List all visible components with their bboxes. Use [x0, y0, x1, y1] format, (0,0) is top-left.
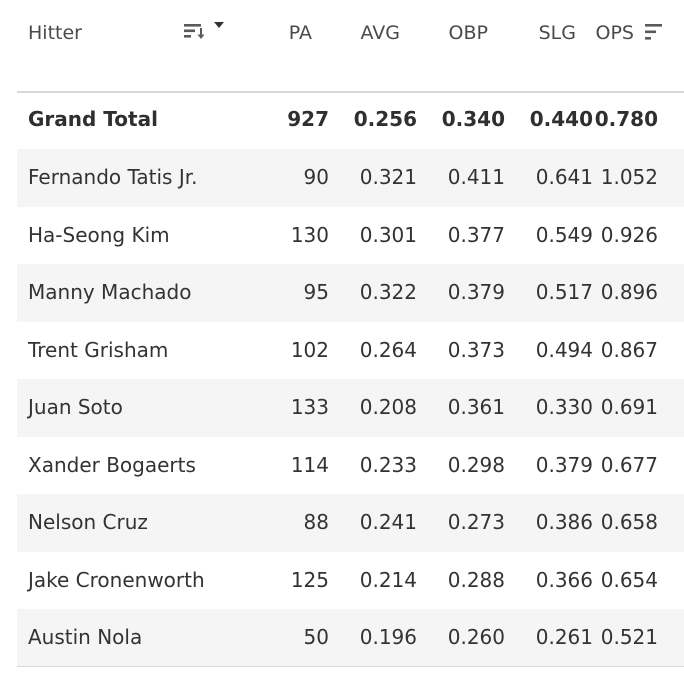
- sort-descending-icon[interactable]: [644, 22, 664, 44]
- avg-value: 0.264: [359, 337, 417, 362]
- ops-value: 0.677: [600, 452, 658, 477]
- pa-value: 90: [303, 165, 329, 189]
- hitter-name: Xander Bogaerts: [28, 452, 196, 477]
- obp-value: 0.379: [447, 280, 505, 304]
- slg-value: 0.641: [535, 165, 593, 189]
- table-row[interactable]: Austin Nola 50 0.196 0.260 0.261 0.521: [17, 609, 684, 667]
- table-row[interactable]: Xander Bogaerts 114 0.233 0.298 0.379 0.…: [17, 437, 684, 495]
- obp-value: 0.373: [447, 337, 505, 362]
- table-row[interactable]: Ha-Seong Kim 130 0.301 0.377 0.549 0.926: [17, 207, 684, 265]
- obp-value: 0.260: [447, 625, 505, 649]
- total-ops: 0.780: [594, 107, 658, 131]
- obp-value: 0.361: [447, 395, 505, 419]
- avg-value: 0.233: [359, 452, 417, 477]
- avg-value: 0.322: [359, 280, 417, 304]
- table-row[interactable]: Manny Machado 95 0.322 0.379 0.517 0.896: [17, 264, 684, 322]
- ops-value: 0.691: [600, 395, 658, 419]
- avg-value: 0.301: [359, 222, 417, 247]
- pa-value: 102: [290, 337, 329, 362]
- total-label: Grand Total: [28, 107, 158, 131]
- hitter-name: Austin Nola: [28, 625, 143, 649]
- header-slg[interactable]: SLG: [538, 22, 576, 44]
- pa-value: 88: [303, 510, 329, 534]
- table-row[interactable]: Fernando Tatis Jr. 90 0.321 0.411 0.641 …: [17, 149, 684, 207]
- ops-value: 0.654: [600, 567, 658, 592]
- slg-value: 0.386: [535, 510, 593, 534]
- ops-value: 0.658: [600, 510, 658, 534]
- slg-value: 0.549: [535, 222, 593, 247]
- avg-value: 0.214: [359, 567, 417, 592]
- slg-value: 0.517: [535, 280, 593, 304]
- obp-value: 0.273: [447, 510, 505, 534]
- total-pa: 927: [287, 107, 329, 131]
- pa-value: 130: [290, 222, 329, 247]
- table-row[interactable]: Trent Grisham 102 0.264 0.373 0.494 0.86…: [17, 322, 684, 380]
- total-avg: 0.256: [353, 107, 417, 131]
- hitter-name: Jake Cronenworth: [28, 567, 205, 592]
- slg-value: 0.330: [535, 395, 593, 419]
- header-pa[interactable]: PA: [288, 22, 312, 44]
- ops-value: 0.896: [600, 280, 658, 304]
- obp-value: 0.411: [447, 165, 505, 189]
- hitter-name: Fernando Tatis Jr.: [28, 165, 198, 189]
- avg-value: 0.196: [359, 625, 417, 649]
- slg-value: 0.261: [535, 625, 593, 649]
- ops-value: 0.926: [600, 222, 658, 247]
- header-hitter[interactable]: Hitter: [28, 22, 82, 44]
- pa-value: 125: [290, 567, 329, 592]
- grand-total-row: Grand Total 927 0.256 0.340 0.440 0.780: [17, 91, 684, 149]
- table-header: Hitter PA AVG OBP SLG OPS: [0, 0, 684, 68]
- total-slg: 0.440: [529, 107, 593, 131]
- obp-value: 0.298: [447, 452, 505, 477]
- hitter-name: Manny Machado: [28, 280, 192, 304]
- ops-value: 0.521: [600, 625, 658, 649]
- ops-value: 1.052: [600, 165, 658, 189]
- table-bottom-divider: [17, 666, 684, 667]
- hitter-name: Ha-Seong Kim: [28, 222, 170, 247]
- ops-value: 0.867: [600, 337, 658, 362]
- pa-value: 95: [303, 280, 329, 304]
- stats-table: Grand Total 927 0.256 0.340 0.440 0.780 …: [17, 91, 684, 667]
- header-avg[interactable]: AVG: [360, 22, 400, 44]
- table-row[interactable]: Juan Soto 133 0.208 0.361 0.330 0.691: [17, 379, 684, 437]
- header-ops[interactable]: OPS: [595, 22, 634, 44]
- table-divider: [17, 91, 684, 93]
- total-obp: 0.340: [441, 107, 505, 131]
- avg-value: 0.208: [359, 395, 417, 419]
- table-row[interactable]: Nelson Cruz 88 0.241 0.273 0.386 0.658: [17, 494, 684, 552]
- pa-value: 50: [303, 625, 329, 649]
- pa-value: 133: [290, 395, 329, 419]
- sort-dropdown-icon[interactable]: [182, 18, 228, 48]
- table-row[interactable]: Jake Cronenworth 125 0.214 0.288 0.366 0…: [17, 552, 684, 610]
- hitter-name: Trent Grisham: [28, 337, 169, 362]
- pa-value: 114: [290, 452, 329, 477]
- obp-value: 0.288: [447, 567, 505, 592]
- slg-value: 0.494: [535, 337, 593, 362]
- avg-value: 0.241: [359, 510, 417, 534]
- avg-value: 0.321: [359, 165, 417, 189]
- header-obp[interactable]: OBP: [448, 22, 488, 44]
- slg-value: 0.379: [535, 452, 593, 477]
- hitter-name: Nelson Cruz: [28, 510, 148, 534]
- slg-value: 0.366: [535, 567, 593, 592]
- hitter-name: Juan Soto: [28, 395, 123, 419]
- obp-value: 0.377: [447, 222, 505, 247]
